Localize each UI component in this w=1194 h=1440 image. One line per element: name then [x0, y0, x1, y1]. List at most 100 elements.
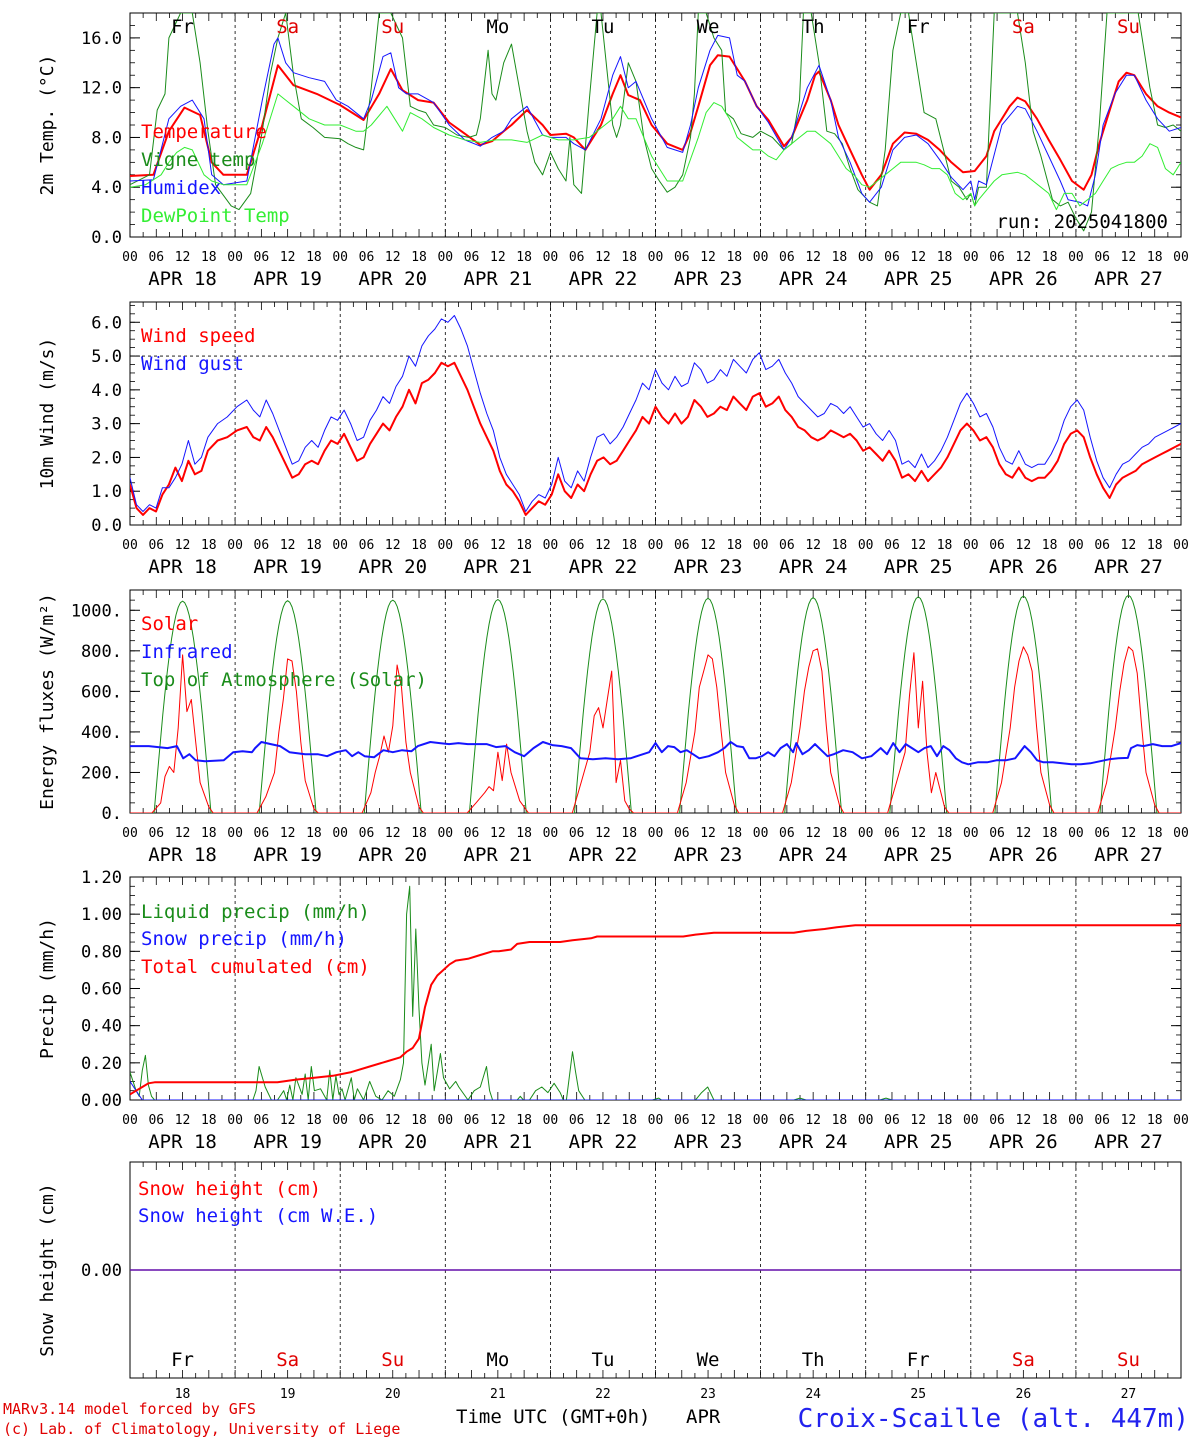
hour-label: 12: [910, 538, 926, 553]
hour-label: 06: [569, 826, 585, 841]
hour-label: 00: [543, 1113, 559, 1128]
hour-label: 06: [359, 1113, 375, 1128]
hour-label: 18: [726, 250, 742, 265]
hour-label: 06: [464, 826, 480, 841]
hour-label: 12: [1121, 250, 1137, 265]
date-label: APR 19: [253, 1131, 322, 1153]
hour-label: 06: [989, 250, 1005, 265]
series-line-solar: [130, 646, 1181, 813]
legend-entry: Snow precip (mm/h): [141, 928, 347, 950]
hour-label: 06: [148, 538, 164, 553]
hour-label: 18: [201, 826, 217, 841]
day-number: 26: [1016, 1387, 1032, 1402]
date-label: APR 27: [1094, 844, 1163, 866]
hour-label: 06: [148, 1113, 164, 1128]
weekday-label: Fr: [907, 16, 930, 38]
hour-label: 18: [1147, 538, 1163, 553]
hour-label: 00: [1068, 826, 1084, 841]
weekday-label: Su: [1117, 1349, 1140, 1371]
legend-entry: DewPoint Temp: [141, 205, 290, 227]
series-line-snow-precip-mm-h-: [130, 1081, 1181, 1100]
date-label: APR 24: [779, 844, 848, 866]
hour-label: 00: [858, 538, 874, 553]
run-annotation: run: 2025041800: [996, 211, 1168, 233]
weekday-label: Su: [1117, 16, 1140, 38]
hour-label: 18: [832, 826, 848, 841]
hour-label: 00: [858, 250, 874, 265]
hour-label: 00: [437, 826, 453, 841]
hour-label: 00: [858, 1113, 874, 1128]
hour-label: 06: [779, 538, 795, 553]
hour-label: 06: [779, 1113, 795, 1128]
y-tick-label: 1.0: [91, 482, 122, 502]
legend-entry: Liquid precip (mm/h): [141, 901, 370, 923]
hour-label: 00: [1173, 826, 1189, 841]
day-number: 23: [700, 1387, 716, 1402]
hour-label: 12: [385, 250, 401, 265]
y-tick-label: 0.0: [91, 228, 122, 248]
date-label: APR 18: [148, 268, 217, 290]
date-label: APR 23: [674, 268, 743, 290]
hour-label: 12: [805, 538, 821, 553]
hour-label: 12: [175, 250, 191, 265]
hour-label: 06: [254, 538, 270, 553]
panel-4: 0.00 0.20 0.40 0.60 0.80 1.00 1.20 Precip (mm/h…: [37, 868, 1189, 1153]
weekday-label: Fr: [907, 1349, 930, 1371]
hour-label: 00: [1068, 250, 1084, 265]
hour-label: 18: [832, 250, 848, 265]
hour-label: 00: [332, 826, 348, 841]
weekday-label: We: [697, 1349, 720, 1371]
hour-label: 12: [700, 1113, 716, 1128]
panel-1: 0.0 4.0 8.0 12.0 16.0 2m Temp. (°C) Temperatur…: [37, 12, 1189, 290]
y-tick-label: 600.: [81, 682, 122, 702]
hour-label: 00: [1068, 538, 1084, 553]
hour-label: 00: [648, 826, 664, 841]
date-label: APR 20: [358, 556, 427, 578]
hour-label: 18: [1042, 538, 1058, 553]
hour-label: 12: [1121, 826, 1137, 841]
date-label: APR 27: [1094, 268, 1163, 290]
weekday-label: Sa: [1012, 16, 1035, 38]
hour-label: 06: [254, 826, 270, 841]
date-label: APR 26: [989, 1131, 1058, 1153]
hour-label: 18: [937, 826, 953, 841]
date-label: APR 22: [569, 1131, 638, 1153]
series-group: [130, 13, 1181, 232]
hour-label: 06: [884, 250, 900, 265]
plot-frame: [129, 301, 1182, 526]
hour-label: 06: [359, 538, 375, 553]
panel-2: 0.0 1.0 2.0 3.0 4.0 5.0 6.0 10m Wind (m/s) Wind …: [37, 301, 1189, 578]
hour-label: 12: [1016, 826, 1032, 841]
weekday-label: Su: [381, 16, 404, 38]
hour-label: 12: [280, 1113, 296, 1128]
day-number: 22: [595, 1387, 611, 1402]
hour-label: 06: [1094, 538, 1110, 553]
hour-label: 18: [937, 538, 953, 553]
hour-label: 18: [201, 250, 217, 265]
hour-label: 00: [858, 826, 874, 841]
hour-label: 18: [1147, 250, 1163, 265]
series-line-liquid-precip-mm-h-: [130, 885, 1181, 1100]
hour-label: 12: [700, 826, 716, 841]
hour-label: 00: [332, 250, 348, 265]
y-tick-label: 1.00: [81, 905, 122, 925]
date-label: APR 25: [884, 268, 953, 290]
weekday-label: Mo: [486, 16, 509, 38]
hour-label: 00: [1068, 1113, 1084, 1128]
hour-label: 18: [411, 250, 427, 265]
hour-label: 12: [490, 250, 506, 265]
hour-label: 12: [805, 250, 821, 265]
hour-label: 06: [884, 538, 900, 553]
y-tick-label: 4.0: [91, 381, 122, 401]
y-tick-label: 800.: [81, 642, 122, 662]
hour-label: 06: [569, 1113, 585, 1128]
series-line-dewpoint-temp: [130, 93, 1181, 211]
y-tick-label: 0.00: [81, 1261, 122, 1281]
hour-label: 12: [385, 1113, 401, 1128]
hour-label: 18: [621, 250, 637, 265]
hour-label: 06: [779, 826, 795, 841]
hour-label: 18: [306, 826, 322, 841]
legend-entry: Solar: [141, 613, 198, 635]
hour-label: 18: [201, 1113, 217, 1128]
